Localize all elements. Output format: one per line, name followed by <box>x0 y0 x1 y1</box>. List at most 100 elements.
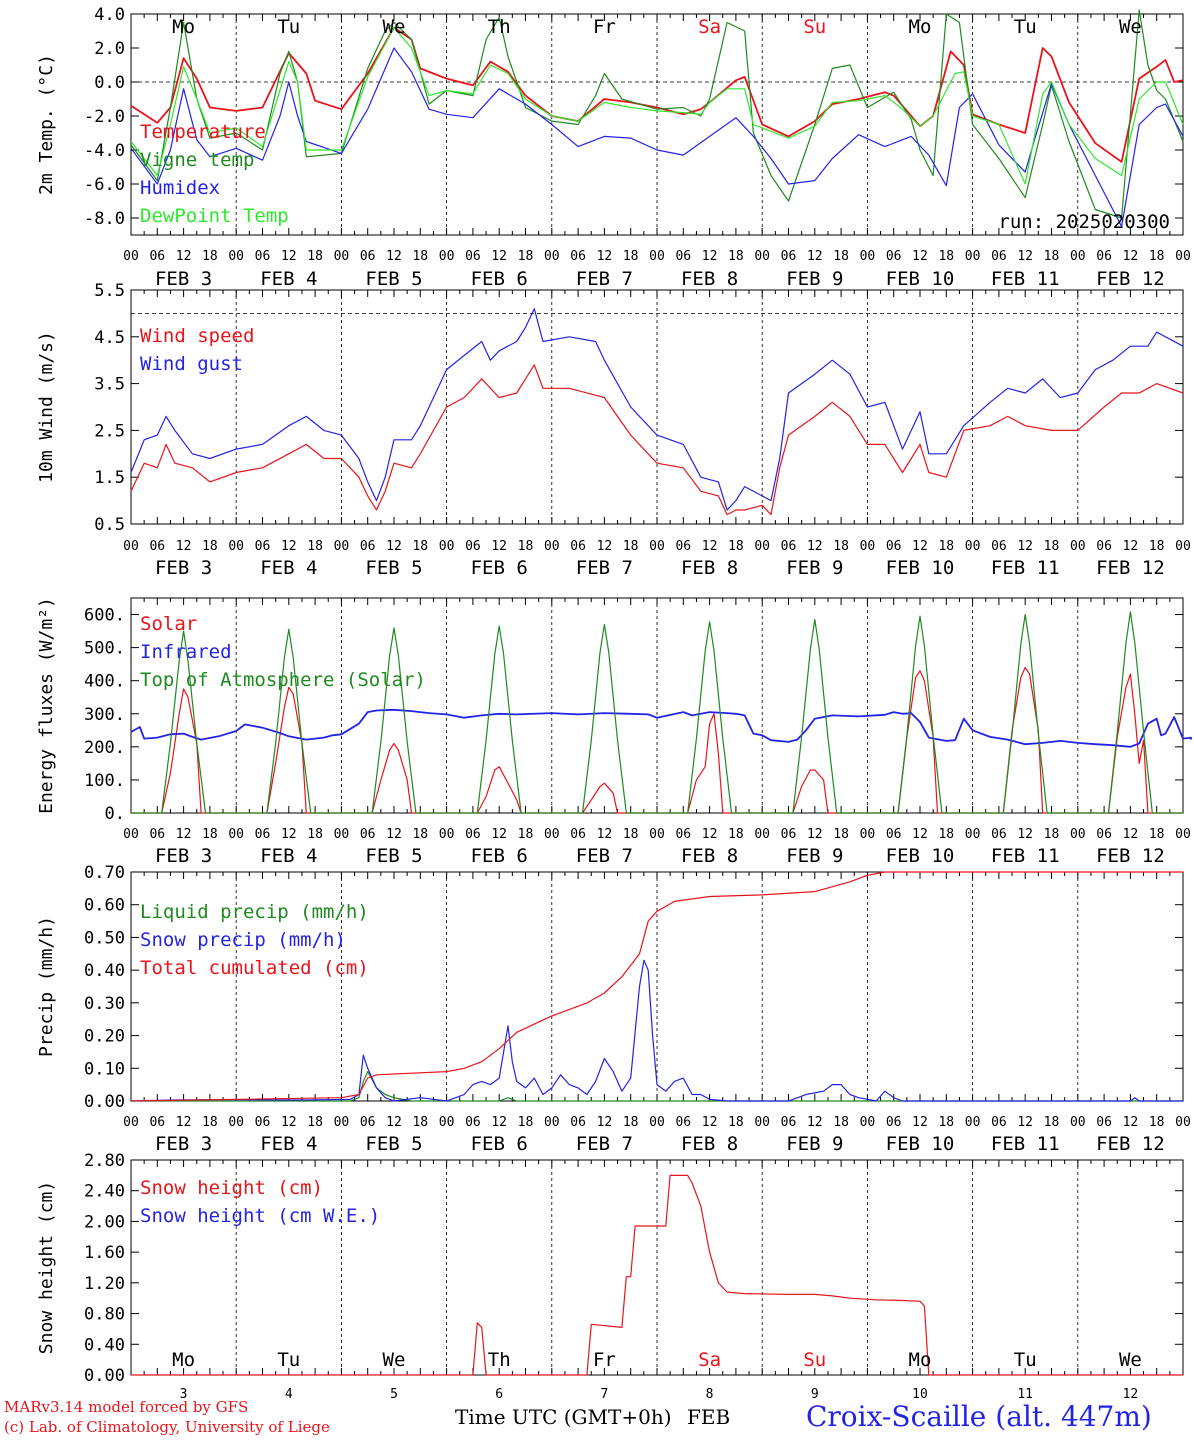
date-label: FEB 12 <box>1096 268 1165 290</box>
hour-tick-label: 00 <box>544 1115 560 1130</box>
date-label: FEB 12 <box>1096 557 1165 579</box>
day-number-label: 10 <box>912 1387 928 1402</box>
y-tick-label: 100. <box>84 771 125 791</box>
hour-tick-label: 00 <box>860 1115 876 1130</box>
date-label: FEB 4 <box>260 1133 317 1155</box>
legend-entry: Snow precip (mm/h) <box>140 929 346 951</box>
hour-tick-label: 18 <box>1044 1115 1060 1130</box>
hour-tick-label: 18 <box>938 827 954 842</box>
day-tab-bottom: Tu <box>277 1349 300 1371</box>
hour-tick-label: 18 <box>518 249 534 264</box>
hour-tick-label: 12 <box>597 539 613 554</box>
hour-tick-label: 00 <box>754 249 770 264</box>
hour-tick-label: 06 <box>991 539 1007 554</box>
hour-tick-label: 06 <box>149 827 165 842</box>
date-label: FEB 6 <box>471 268 528 290</box>
hour-tick-label: 00 <box>228 1115 244 1130</box>
date-label: FEB 9 <box>786 557 843 579</box>
hour-tick-label: 18 <box>623 249 639 264</box>
y-tick-label: -6.0 <box>84 175 125 195</box>
hour-tick-label: 00 <box>1175 1115 1191 1130</box>
hour-tick-label: 12 <box>176 1115 192 1130</box>
day-tab-top: We <box>1119 16 1142 38</box>
series-wind-gust-line <box>130 308 1184 511</box>
date-label: FEB 11 <box>991 1133 1060 1155</box>
hour-tick-label: 18 <box>1149 1115 1165 1130</box>
hour-tick-label: 12 <box>597 249 613 264</box>
hour-tick-label: 06 <box>360 539 376 554</box>
hour-tick-label: 00 <box>334 249 350 264</box>
hour-tick-label: 18 <box>833 827 849 842</box>
hour-tick-label: 06 <box>675 1115 691 1130</box>
hour-tick-label: 18 <box>728 827 744 842</box>
day-number-label: 9 <box>811 1387 819 1402</box>
legend-entry: Vigne temp <box>140 149 254 171</box>
date-label: FEB 10 <box>886 845 955 867</box>
day-number-label: 4 <box>285 1387 293 1402</box>
hour-tick-label: 06 <box>570 827 586 842</box>
y-tick-label: 0.5 <box>94 515 125 535</box>
hour-tick-label: 06 <box>781 827 797 842</box>
hour-tick-label: 06 <box>781 539 797 554</box>
y-tick-label: 500. <box>84 639 125 659</box>
hour-tick-label: 12 <box>491 539 507 554</box>
hour-tick-label: 00 <box>965 827 981 842</box>
hour-tick-label: 00 <box>544 249 560 264</box>
hour-tick-label: 12 <box>807 827 823 842</box>
hour-tick-label: 06 <box>465 827 481 842</box>
date-label: FEB 4 <box>260 845 317 867</box>
series-dewpoint-temp-line <box>130 27 1184 185</box>
hour-tick-label: 12 <box>807 249 823 264</box>
y-tick-label: 1.60 <box>84 1243 125 1263</box>
hour-tick-label: 06 <box>886 539 902 554</box>
y-tick-label: -2.0 <box>84 107 125 127</box>
hour-tick-label: 06 <box>570 249 586 264</box>
y-tick-label: 0.60 <box>84 896 125 916</box>
y-tick-label: 0.20 <box>84 1027 125 1047</box>
hour-tick-label: 18 <box>833 1115 849 1130</box>
hour-tick-label: 12 <box>807 539 823 554</box>
hour-tick-label: 00 <box>1175 249 1191 264</box>
hour-tick-label: 06 <box>570 1115 586 1130</box>
legend-entry: Infrared <box>140 641 232 663</box>
hour-tick-label: 00 <box>649 827 665 842</box>
y-tick-label: 0.40 <box>84 1335 125 1355</box>
date-label: FEB 6 <box>471 557 528 579</box>
hour-tick-label: 12 <box>912 1115 928 1130</box>
day-tab-bottom: We <box>1119 1349 1142 1371</box>
hour-tick-label: 06 <box>255 539 271 554</box>
y-tick-label: 0.0 <box>94 73 125 93</box>
legend-entry: Total cumulated (cm) <box>140 957 369 979</box>
date-label: FEB 3 <box>155 557 212 579</box>
hour-tick-label: 00 <box>439 539 455 554</box>
day-tab-bottom: Fr <box>593 1349 616 1371</box>
hour-tick-label: 18 <box>833 539 849 554</box>
hour-tick-label: 00 <box>123 249 139 264</box>
hour-tick-label: 06 <box>675 827 691 842</box>
hour-tick-label: 12 <box>281 539 297 554</box>
y-tick-label: 0.30 <box>84 994 125 1014</box>
date-label: FEB 5 <box>365 557 422 579</box>
hour-tick-label: 00 <box>965 539 981 554</box>
day-tab-bottom: We <box>383 1349 406 1371</box>
time-axis-label: Time UTC (GMT+0h) <box>455 1405 672 1429</box>
date-label: FEB 12 <box>1096 845 1165 867</box>
y-tick-label: 1.5 <box>94 468 125 488</box>
date-label: FEB 8 <box>681 557 738 579</box>
hour-tick-label: 00 <box>439 249 455 264</box>
day-number-label: 8 <box>706 1387 714 1402</box>
date-label: FEB 4 <box>260 268 317 290</box>
hour-tick-label: 00 <box>649 539 665 554</box>
date-label: FEB 7 <box>576 557 633 579</box>
hour-tick-label: 00 <box>1175 539 1191 554</box>
hour-tick-label: 12 <box>702 539 718 554</box>
date-label: FEB 7 <box>576 268 633 290</box>
legend-entry: Wind speed <box>140 325 254 347</box>
y-tick-label: 0. <box>105 804 125 824</box>
hour-tick-label: 18 <box>1149 539 1165 554</box>
legend-entry: Wind gust <box>140 353 243 375</box>
hour-tick-label: 18 <box>412 539 428 554</box>
y-tick-label: 1.20 <box>84 1274 125 1294</box>
y-axis-label: 2m Temp. (°C) <box>36 54 57 195</box>
